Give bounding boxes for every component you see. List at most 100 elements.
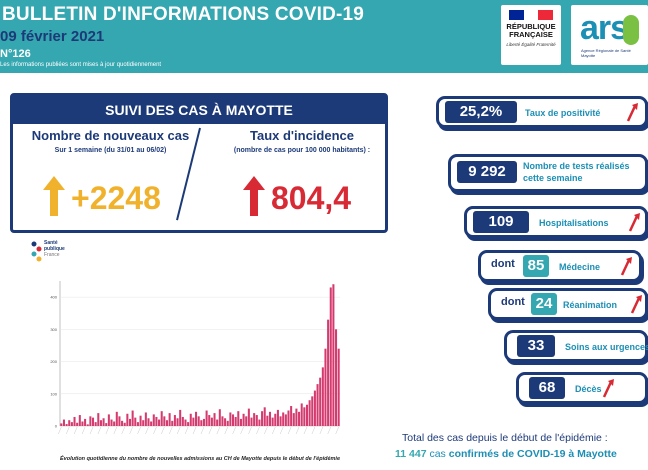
hospitalisations-value: 109 [473, 211, 529, 233]
chart-bar [329, 287, 332, 426]
bulletin-title: BULLETIN D'INFORMATIONS COVID-19 [2, 4, 365, 25]
chart-bar [152, 414, 155, 426]
chart-bar [287, 410, 290, 426]
chart-bar [150, 421, 153, 426]
x-tick-mark [113, 426, 117, 435]
chart-bar [144, 412, 147, 426]
x-tick-mark [200, 426, 205, 435]
chart-bar [239, 418, 242, 426]
chart-bar [65, 424, 68, 426]
chart-bar [160, 411, 163, 426]
chart-bar [76, 422, 79, 426]
chart-bar [121, 420, 124, 426]
red-up-arrow-icon [630, 295, 642, 314]
x-tick-mark [327, 426, 331, 435]
chart-bar [303, 407, 306, 426]
chart-bar [89, 416, 92, 426]
chart-bar [107, 414, 110, 426]
chart-bar [271, 417, 274, 426]
chart-bar [192, 417, 195, 426]
rf-motto: Liberté Égalité Fraternité [506, 42, 556, 47]
x-tick-mark [208, 426, 213, 435]
x-tick-mark [295, 426, 300, 435]
chart-bar [247, 408, 250, 426]
chart-bar [216, 419, 219, 426]
hospitalisations-card: 109 Hospitalisations [464, 206, 648, 238]
chart-bar [60, 423, 63, 426]
chart-bar [118, 416, 121, 426]
y-tick-label: 100 [50, 391, 57, 396]
x-tick-mark [81, 426, 86, 435]
medecine-value: 85 [523, 255, 549, 277]
y-tick-label: 400 [50, 295, 57, 300]
chart-bar [290, 406, 293, 426]
rf-line2: FRANÇAISE [509, 30, 553, 39]
chart-bar [115, 411, 118, 426]
chart-bar [313, 390, 316, 426]
chart-bar [210, 417, 213, 426]
chart-bar [126, 413, 129, 426]
chart-bar [234, 416, 237, 426]
tests-card: 9 292 Nombre de tests réalisés cette sem… [448, 154, 648, 192]
chart-bar [68, 420, 71, 426]
chart-bar [321, 367, 324, 426]
orange-up-arrow-icon [43, 176, 65, 216]
y-tick-label: 300 [50, 327, 57, 332]
red-up-arrow-icon [243, 176, 265, 216]
chart-bar [335, 329, 338, 426]
new-cases-value: +2248 [71, 180, 161, 216]
chart-caption: Évolution quotidienne du nombre de nouve… [59, 456, 340, 462]
chart-bar [279, 416, 282, 426]
chart-bar [255, 415, 258, 426]
chart-bar [171, 420, 174, 426]
chart-bar [332, 284, 335, 426]
reanimation-label: Réanimation [563, 300, 618, 310]
chart-bar [242, 413, 245, 426]
x-tick-mark [145, 426, 149, 435]
chart-bar [266, 415, 269, 426]
total-cases-line: 11 447 cas confirmés de COVID-19 à Mayot… [395, 448, 617, 460]
chart-bar [128, 418, 132, 426]
x-tick-mark [280, 426, 284, 435]
red-up-arrow-icon [620, 257, 632, 276]
incidence-title: Taux d'incidence [250, 128, 354, 143]
positivite-card: 25,2% Taux de positivité [436, 96, 648, 128]
chart-bar [213, 413, 216, 426]
x-tick-mark [97, 426, 102, 435]
chart-bar [316, 384, 319, 426]
chart-bar [258, 419, 261, 426]
chart-bar [62, 419, 65, 426]
bulletin-number: N°126 [0, 48, 31, 60]
chart-bar [231, 414, 235, 426]
x-tick-mark [66, 426, 70, 435]
chart-bar [84, 418, 87, 426]
x-tick-mark [311, 426, 316, 435]
republique-francaise-logo: RÉPUBLIQUE FRANÇAISE Liberté Égalité Fra… [501, 5, 561, 65]
chart-bar [158, 419, 161, 426]
chart-bar [250, 417, 253, 426]
bulletin-date: 09 février 2021 [0, 28, 105, 45]
chart-bar [131, 410, 134, 426]
chart-bar [97, 413, 100, 426]
x-tick-mark [248, 426, 252, 435]
chart-bar [292, 413, 295, 426]
chart-bar [123, 422, 126, 426]
chart-bar [181, 416, 184, 426]
deces-label: Décès [575, 384, 602, 394]
x-tick-mark [161, 426, 165, 435]
chart-bar [110, 419, 113, 426]
chart-bar [229, 412, 232, 426]
chart-bar [179, 409, 182, 426]
incidence-value: 804,4 [271, 180, 352, 216]
spf-line3: France [44, 252, 60, 258]
tests-label-line2: cette semaine [523, 173, 583, 183]
medecine-card: dont 85 Médecine [478, 250, 642, 282]
x-tick-mark [177, 426, 181, 435]
x-tick-mark [232, 426, 236, 435]
chart-bar [268, 411, 272, 426]
x-tick-mark [319, 426, 324, 435]
chart-bar [139, 415, 142, 426]
x-tick-mark [184, 426, 189, 435]
chart-bar [73, 416, 76, 426]
chart-bar [224, 418, 227, 426]
